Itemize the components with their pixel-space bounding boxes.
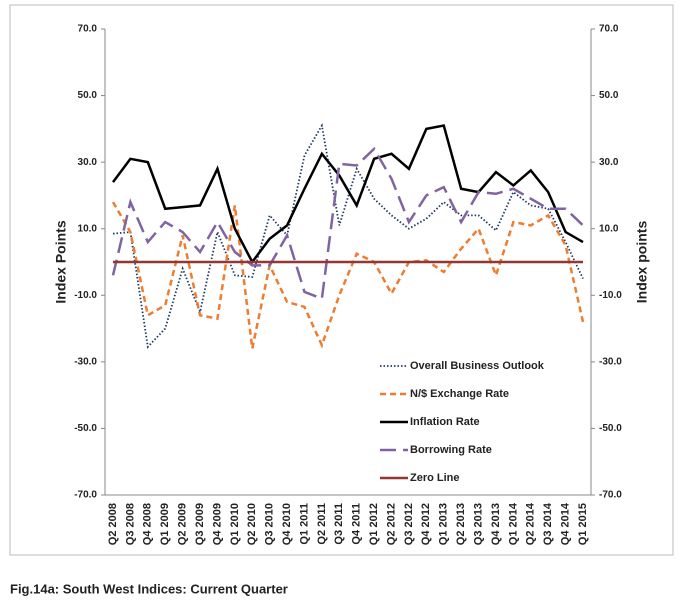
x-tick-label: Q1 2009 <box>159 503 171 545</box>
y-tick-label: -50.0 <box>74 423 97 434</box>
legend-label: Zero Line <box>410 472 460 484</box>
y2-tick-label: 30.0 <box>599 157 619 168</box>
x-tick-label: Q4 2012 <box>420 503 432 545</box>
x-tick-label: Q2 2014 <box>525 502 537 545</box>
x-tick-label: Q4 2014 <box>559 502 571 545</box>
x-tick-label: Q2 2009 <box>177 503 189 545</box>
x-tick-label: Q3 2012 <box>403 503 415 545</box>
x-tick-label: Q2 2010 <box>246 503 258 545</box>
series-line <box>111 146 584 301</box>
chart-frame <box>9 4 674 556</box>
legend-label: Borrowing Rate <box>410 444 492 456</box>
y2-tick-label: -30.0 <box>599 356 622 367</box>
x-tick-label: Q1 2015 <box>577 503 589 545</box>
x-tick-label: Q2 2008 <box>107 503 119 545</box>
x-tick-label: Q3 2013 <box>472 503 484 545</box>
x-tick-label: Q4 2008 <box>142 503 154 545</box>
y-tick-label: -70.0 <box>74 490 97 501</box>
y2-tick-label: -70.0 <box>599 490 622 501</box>
x-tick-label: Q4 2013 <box>490 503 502 545</box>
x-tick-label: Q2 2011 <box>316 503 328 545</box>
y2-tick-label: -10.0 <box>599 290 622 301</box>
x-tick-label: Q1 2010 <box>229 503 241 545</box>
y2-tick-label: -50.0 <box>599 423 622 434</box>
x-tick-label: Q1 2014 <box>507 502 519 545</box>
y2-tick-label: 50.0 <box>599 90 619 101</box>
x-tick-label: Q1 2012 <box>368 503 380 545</box>
x-tick-label: Q3 2009 <box>194 503 206 545</box>
y2-axis-label: Index points <box>634 221 650 304</box>
x-tick-label: Q3 2008 <box>124 503 136 545</box>
x-tick-label: Q4 2010 <box>281 503 293 545</box>
legend-label: Inflation Rate <box>410 416 480 428</box>
caption: Fig.14a: South West Indices: Current Qua… <box>10 581 288 596</box>
series-line <box>111 124 584 265</box>
x-tick-label: Q2 2012 <box>385 503 397 545</box>
y-tick-label: -10.0 <box>74 290 97 301</box>
y-tick-label: -30.0 <box>74 356 97 367</box>
y2-tick-label: 70.0 <box>599 24 619 35</box>
legend-label: N/$ Exchange Rate <box>410 388 509 400</box>
y2-tick-label: 10.0 <box>599 223 619 234</box>
y-tick-label: 70.0 <box>78 24 98 35</box>
x-tick-label: Q3 2010 <box>264 503 276 545</box>
x-tick-label: Q3 2014 <box>542 502 554 545</box>
x-tick-label: Q1 2013 <box>438 503 450 545</box>
y-tick-label: 10.0 <box>78 223 98 234</box>
y-tick-label: 30.0 <box>78 157 98 168</box>
x-tick-label: Q3 2011 <box>333 503 345 545</box>
x-tick-label: Q4 2011 <box>351 503 363 545</box>
x-tick-label: Q1 2011 <box>298 503 310 545</box>
x-tick-label: Q2 2013 <box>455 503 467 545</box>
series-line <box>111 201 585 349</box>
y-axis-label: Index Points <box>53 220 69 303</box>
legend-label: Overall Business Outlook <box>410 360 545 372</box>
x-tick-label: Q4 2009 <box>211 503 223 545</box>
y-tick-label: 50.0 <box>78 90 98 101</box>
